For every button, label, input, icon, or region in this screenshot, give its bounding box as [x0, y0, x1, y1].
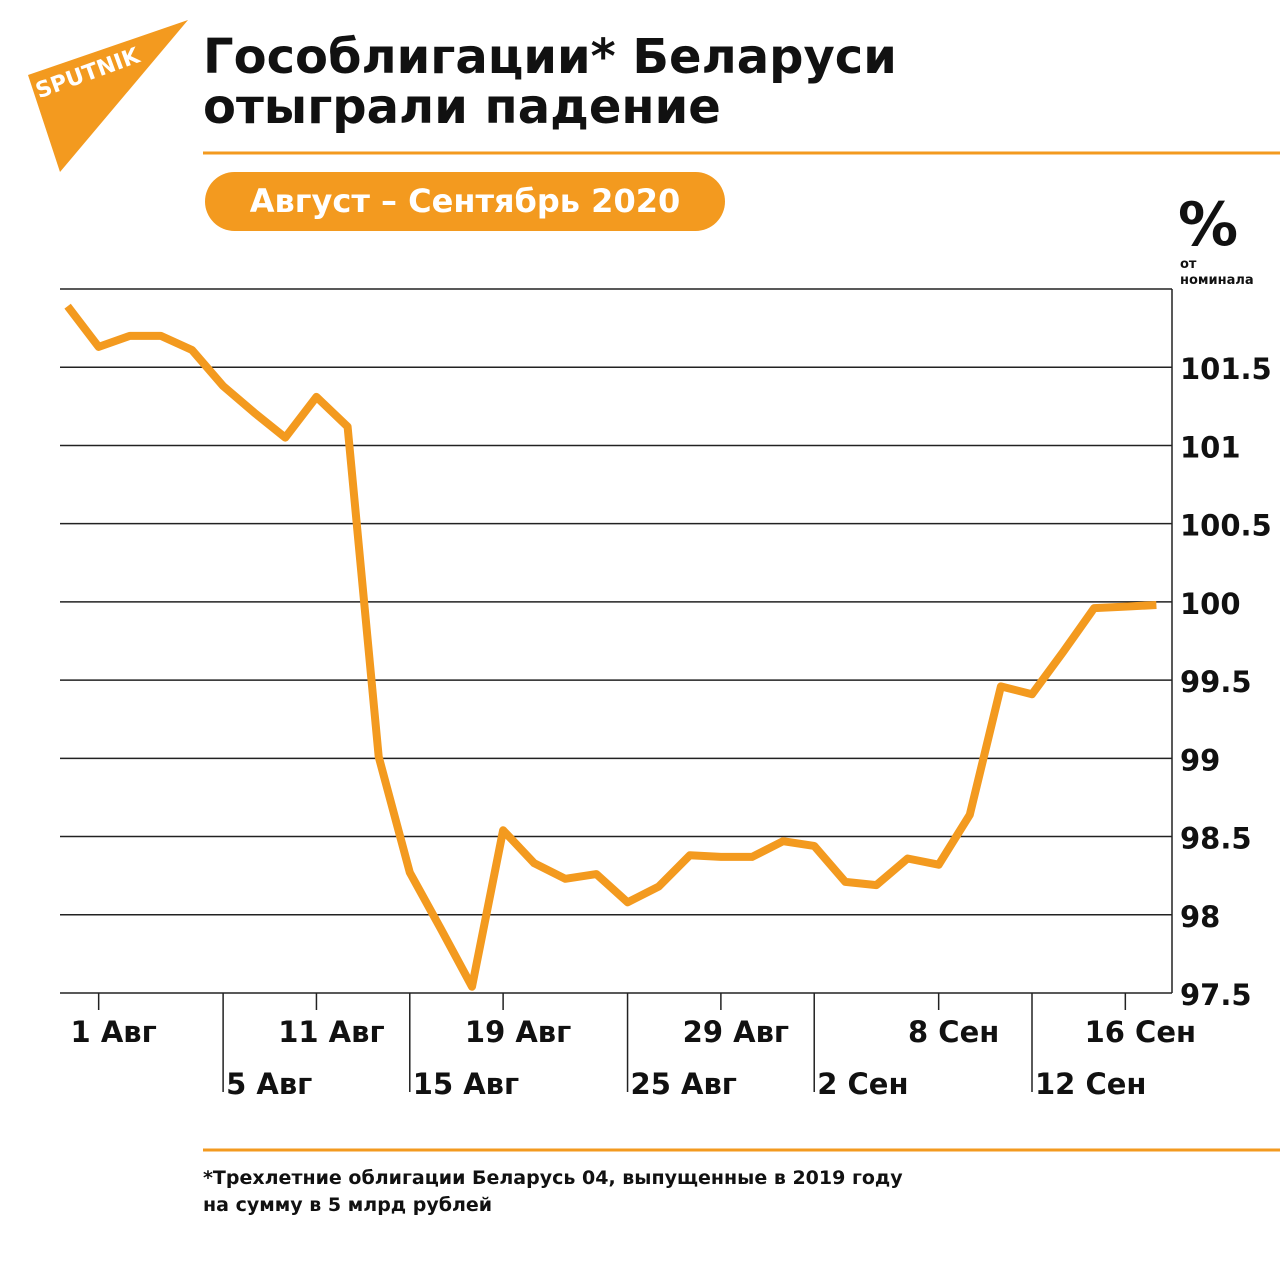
subtitle: Август – Сентябрь 2020	[250, 182, 680, 220]
y-tick-label: 100.5	[1180, 509, 1272, 543]
y-tick-label: 100	[1180, 587, 1241, 621]
x-tick-label: 16 Сен	[1085, 1015, 1196, 1049]
footnote: на сумму в 5 млрд рублей	[203, 1194, 492, 1216]
x-tick-label: 8 Сен	[908, 1015, 999, 1049]
y-unit-note: номинала	[1180, 273, 1254, 288]
x-tick-label: 19 Авг	[465, 1015, 571, 1049]
title-line: отыграли падение	[203, 79, 721, 135]
y-tick-label: 101	[1180, 430, 1241, 464]
data-line	[64, 303, 1157, 991]
x-tick-label: 25 Авг	[631, 1067, 737, 1101]
subtitle-pill	[205, 172, 725, 231]
x-tick-label: 15 Авг	[413, 1067, 519, 1101]
y-tick-label: 99.5	[1180, 665, 1252, 699]
logo-shape	[28, 20, 188, 172]
footnote: *Трехлетние облигации Беларусь 04, выпущ…	[203, 1167, 903, 1189]
x-tick-label: 1 Авг	[71, 1015, 157, 1049]
x-tick-label: 29 Авг	[683, 1015, 789, 1049]
y-unit: %	[1178, 190, 1238, 260]
y-tick-label: 99	[1180, 743, 1220, 777]
y-tick-label: 97.5	[1180, 978, 1252, 1012]
x-tick-label: 5 Авг	[226, 1067, 312, 1101]
y-tick-label: 98	[1180, 900, 1220, 934]
x-tick-label: 12 Сен	[1035, 1067, 1146, 1101]
x-tick-label: 2 Сен	[817, 1067, 908, 1101]
y-tick-label: 101.5	[1180, 352, 1272, 386]
x-tick-label: 11 Авг	[278, 1015, 384, 1049]
y-tick-label: 98.5	[1180, 822, 1252, 856]
y-unit-note: от	[1180, 257, 1197, 272]
title-line: Гособлигации* Беларуси	[203, 29, 897, 85]
